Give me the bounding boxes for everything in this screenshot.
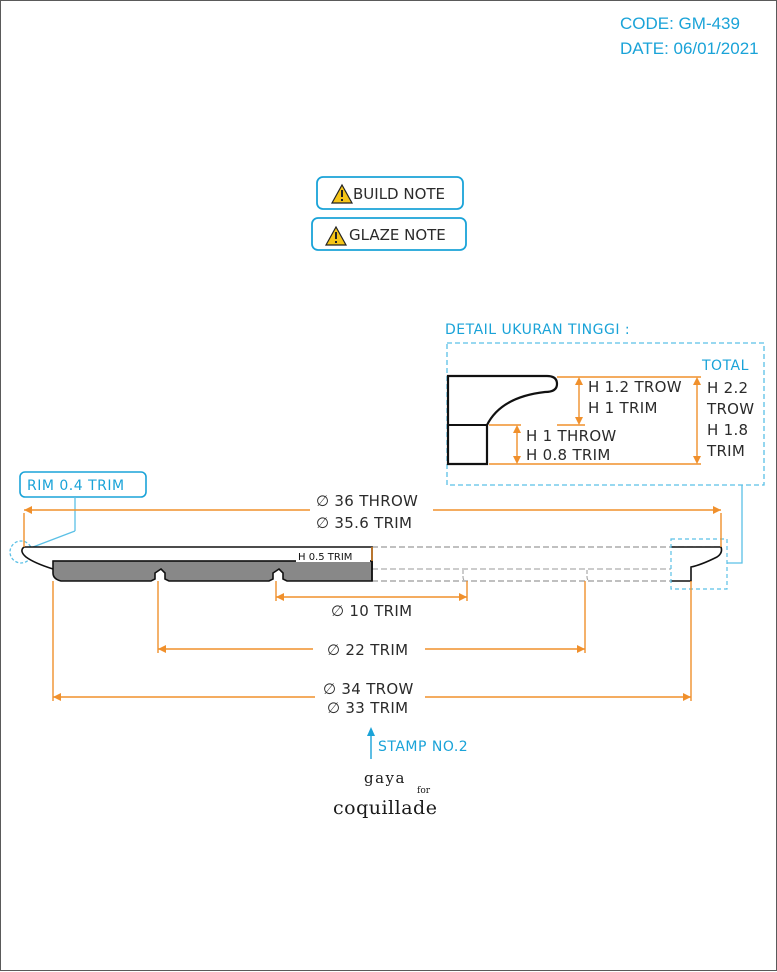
- dia-35-6-label: ∅ 35.6 TRIM: [316, 514, 412, 532]
- dia-22-label: ∅ 22 TRIM: [327, 641, 408, 659]
- dia-36-label: ∅ 36 THROW: [316, 492, 418, 510]
- detail-total-trim-unit: TRIM: [706, 442, 745, 460]
- detail-total-throw-value: H 2.2: [707, 379, 748, 397]
- dim-34: [52, 581, 692, 701]
- dim-22: [157, 581, 586, 653]
- detail-profile: [446, 374, 559, 466]
- stamp-arrow-icon: [367, 727, 375, 759]
- detail-connector: [727, 485, 743, 564]
- stamp-label: STAMP NO.2: [378, 739, 468, 755]
- dia-10-label: ∅ 10 TRIM: [331, 602, 412, 620]
- date-label: DATE: 06/01/2021: [620, 39, 759, 58]
- detail-foot-throw: H 1 THROW: [526, 427, 617, 445]
- detail-dimension-lines: [489, 376, 701, 465]
- brand-for: for: [417, 786, 431, 796]
- brand-logo: gaya for coquillade: [333, 769, 437, 819]
- detail-total-label: TOTAL: [701, 358, 749, 374]
- build-note-button[interactable]: BUILD NOTE: [316, 176, 464, 210]
- detail-box: [446, 342, 765, 486]
- plate-section: [21, 538, 728, 590]
- detail-total-throw-unit: TROW: [706, 400, 754, 418]
- dim-36: [23, 506, 722, 547]
- dia-34-label: ∅ 34 TROW: [323, 680, 414, 698]
- warning-triangle-icon: [324, 225, 348, 246]
- detail-total-trim-value: H 1.8: [707, 421, 748, 439]
- detail-rim-throw: H 1.2 TROW: [588, 378, 682, 396]
- detail-rim-trim: H 1 TRIM: [588, 399, 658, 417]
- dim-10: [275, 581, 468, 601]
- detail-foot-trim: H 0.8 TRIM: [526, 446, 611, 464]
- rim-callout: RIM 0.4 TRIM: [9, 471, 147, 564]
- h05-label: H 0.5 TRIM: [298, 552, 352, 563]
- detail-title: DETAIL UKURAN TINGGI :: [445, 322, 630, 338]
- build-note-label: BUILD NOTE: [353, 185, 445, 203]
- dia-33-label: ∅ 33 TRIM: [327, 699, 408, 717]
- glaze-note-label: GLAZE NOTE: [349, 226, 446, 244]
- glaze-note-button[interactable]: GLAZE NOTE: [311, 217, 467, 251]
- warning-triangle-icon: [330, 183, 354, 204]
- brand-line1: gaya: [364, 769, 406, 787]
- h05-tag-bg: [296, 550, 370, 562]
- code-label: CODE: GM-439: [620, 14, 740, 33]
- brand-line2: coquillade: [333, 797, 437, 819]
- rim-label: RIM 0.4 TRIM: [27, 478, 125, 494]
